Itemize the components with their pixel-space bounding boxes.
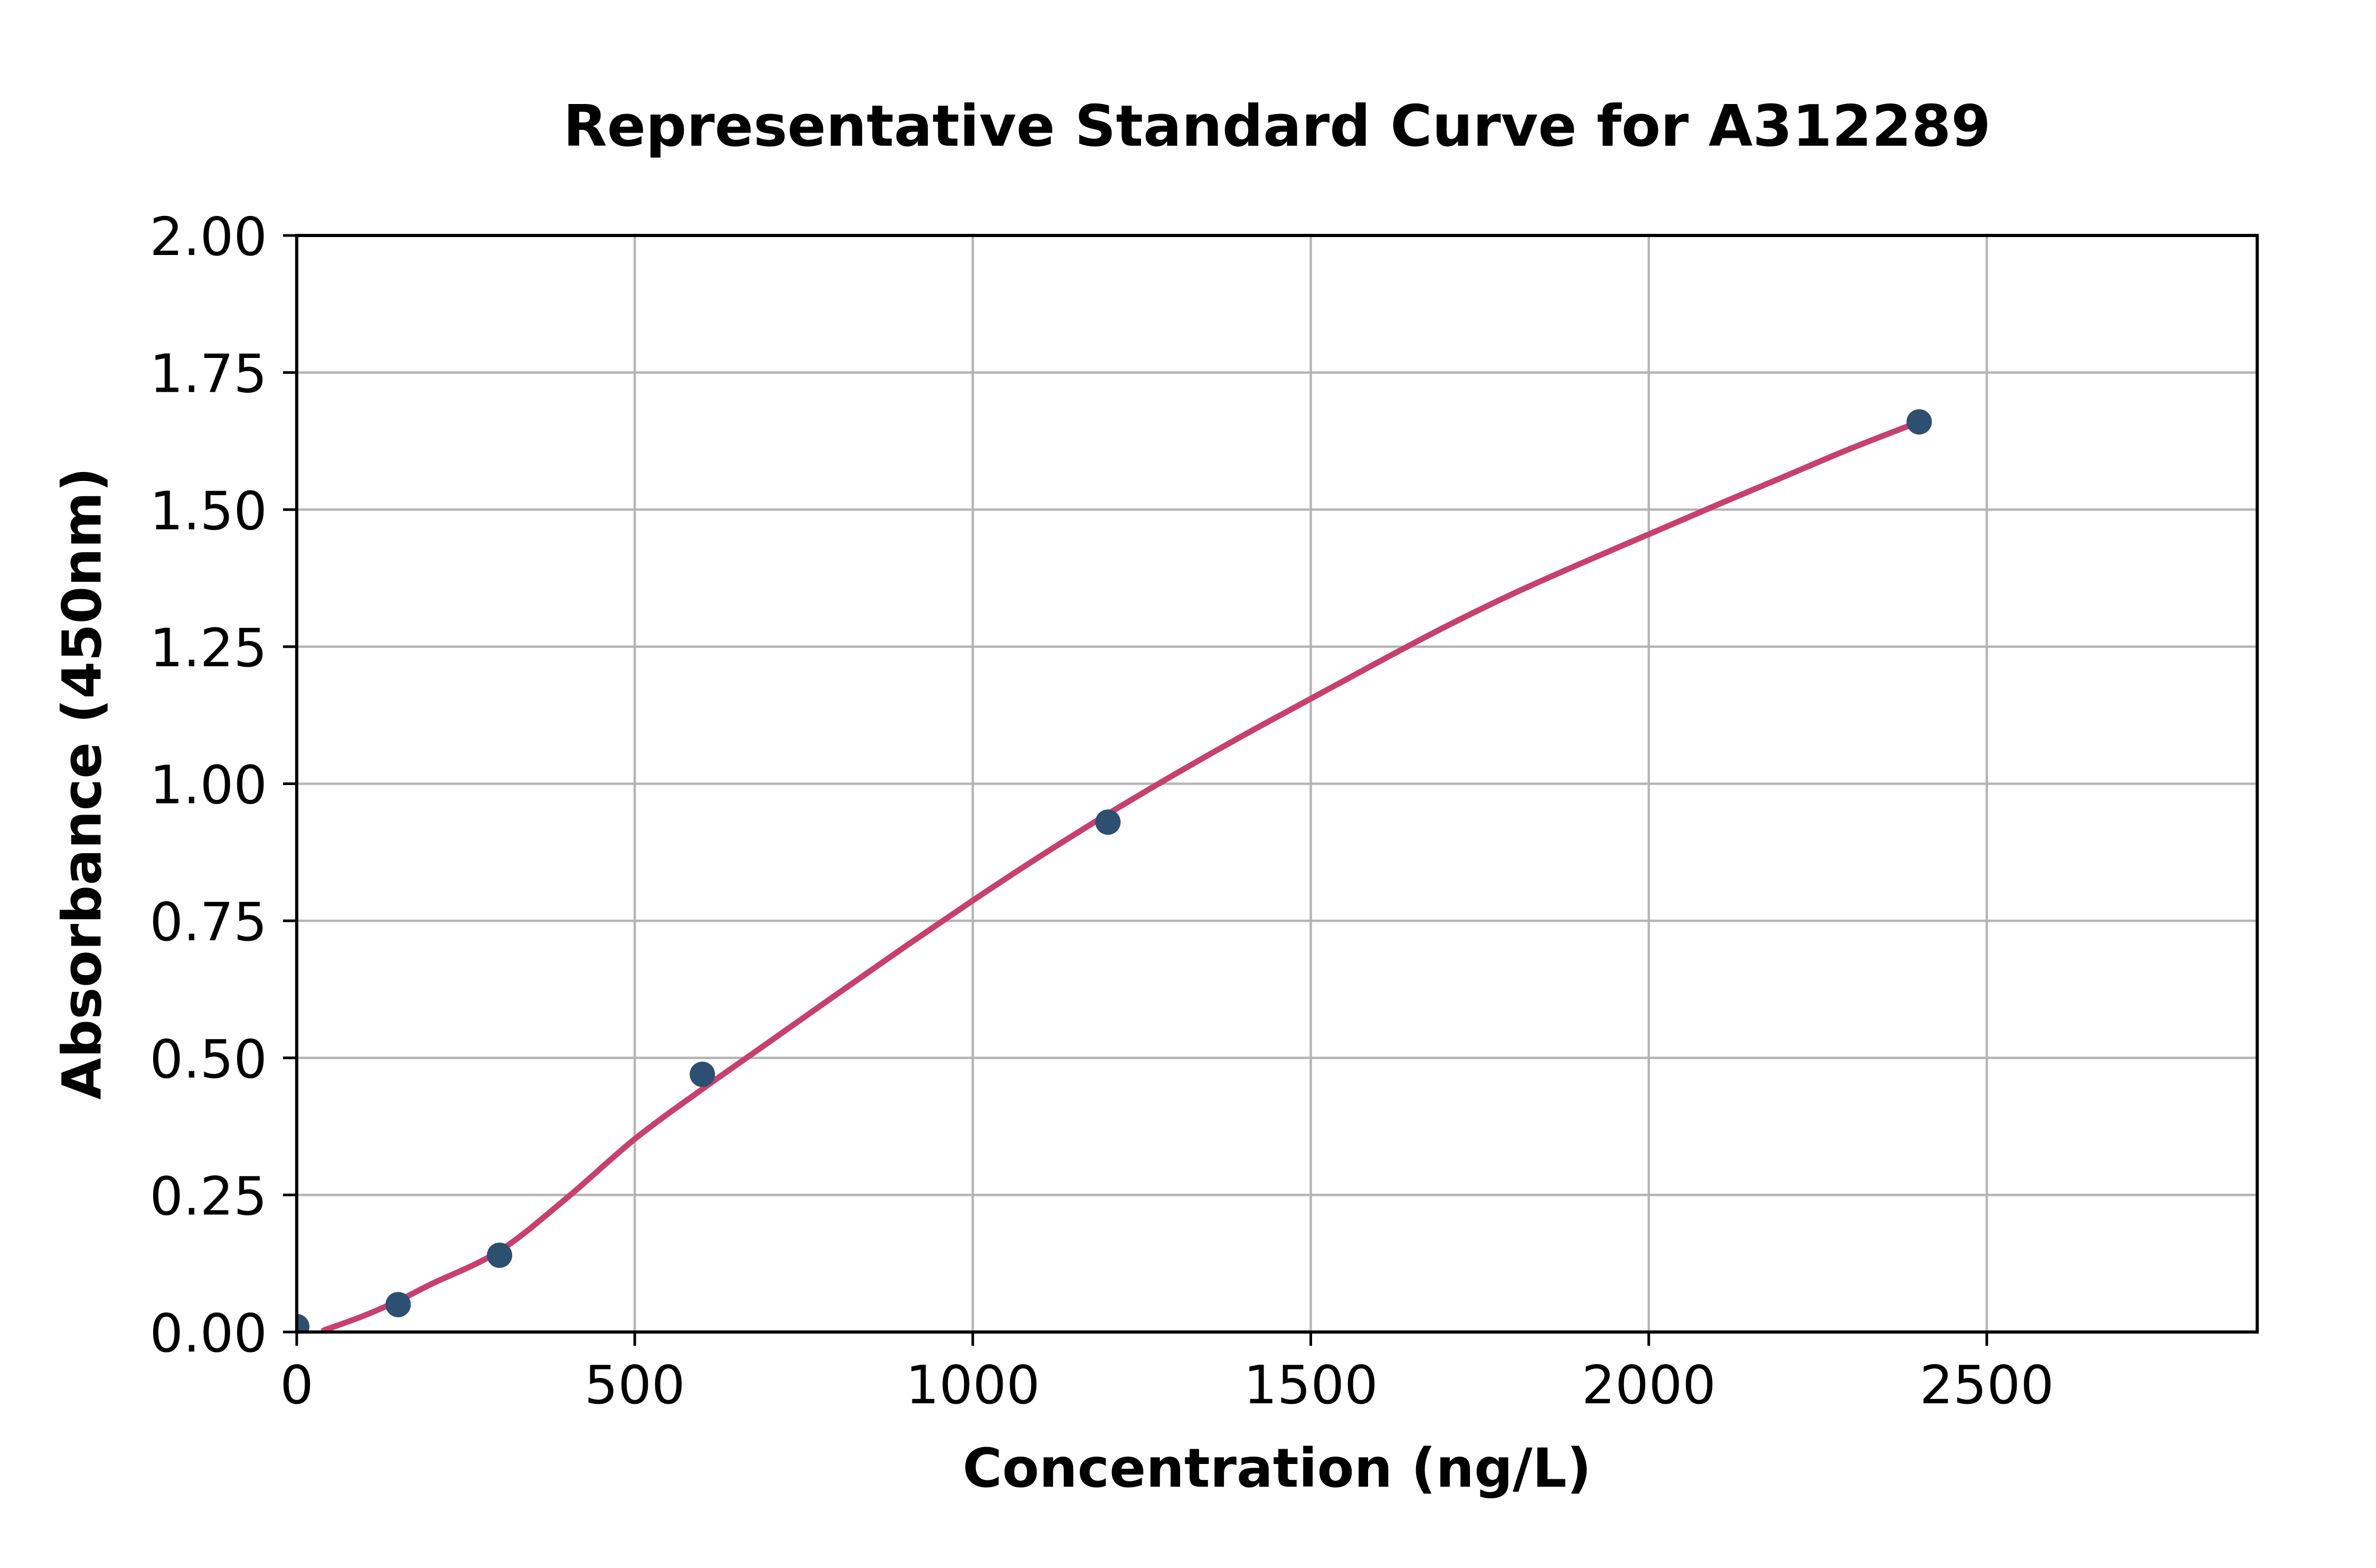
x-tick-label: 0 [280,1354,314,1416]
x-tick-label: 500 [584,1354,685,1416]
y-tick-label: 0.25 [149,1165,267,1227]
y-axis-label: Absorbance (450nm) [51,467,114,1100]
axes-box [295,234,2259,1334]
x-tick-label: 1500 [1243,1354,1378,1416]
y-tick-label: 2.00 [149,206,267,268]
data-point [1906,409,1932,435]
x-axis-label: Concentration (ng/L) [963,1437,1591,1500]
y-tick-label: 0.00 [149,1302,267,1364]
data-point [385,1292,411,1318]
y-tick-label: 0.75 [149,891,267,953]
x-tick-label: 2500 [1920,1354,2054,1416]
y-tick-label: 1.50 [149,480,267,542]
data-point [1095,809,1121,835]
chart-title: Representative Standard Curve for A31228… [563,93,1991,159]
fitted-curve [320,419,1922,1332]
y-tick-label: 0.50 [149,1028,267,1090]
y-tick-label: 1.00 [149,754,267,816]
y-tick-label: 1.75 [149,343,267,405]
x-tick-label: 2000 [1581,1354,1716,1416]
data-point [487,1242,513,1268]
data-point [297,1314,309,1332]
y-tick-label: 1.25 [149,617,267,679]
data-point [690,1061,715,1087]
x-tick-label: 1000 [906,1354,1040,1416]
